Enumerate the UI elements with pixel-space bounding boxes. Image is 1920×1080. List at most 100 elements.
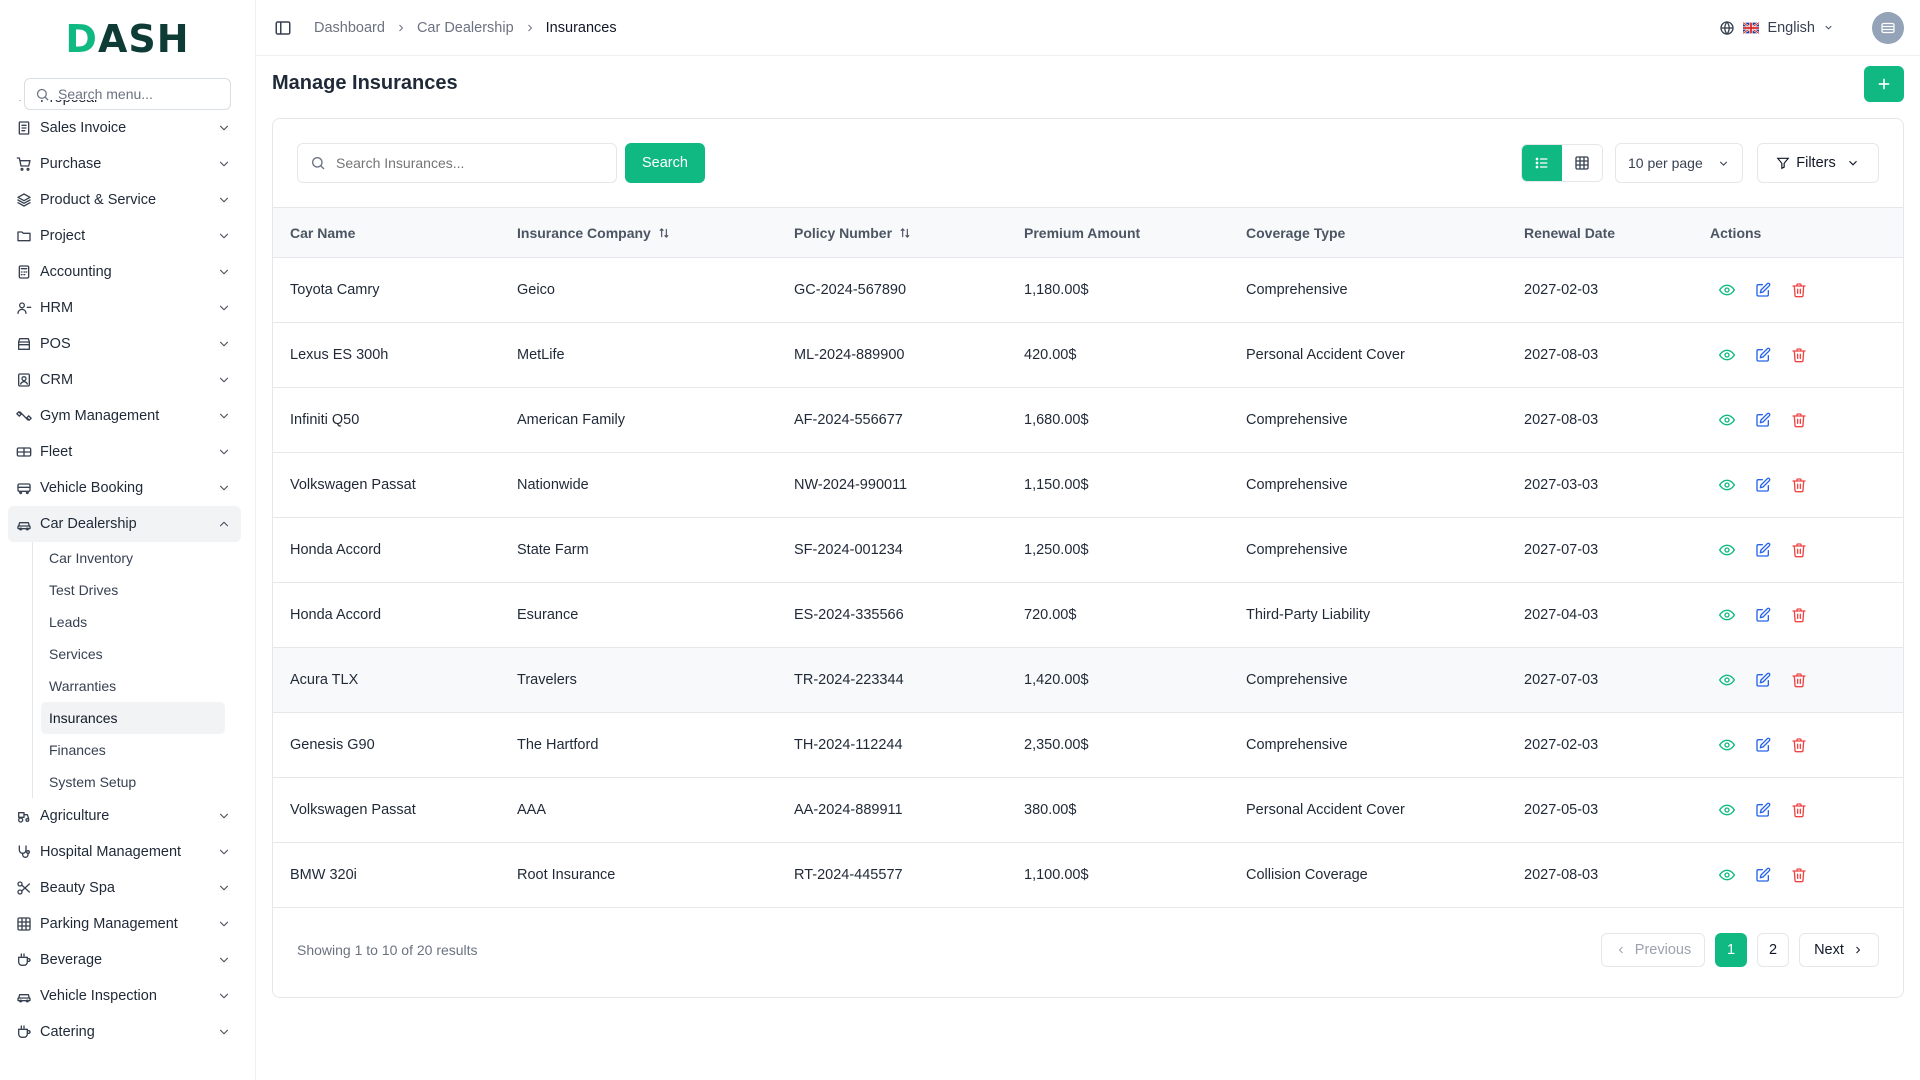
- page-2-button[interactable]: 2: [1757, 933, 1789, 967]
- sidebar-item-fleet[interactable]: Fleet: [8, 434, 241, 470]
- plus-icon: [1878, 78, 1890, 90]
- sidebar-item-accounting[interactable]: Accounting: [8, 254, 241, 290]
- edit-button[interactable]: [1754, 411, 1772, 429]
- language-selector[interactable]: English: [1719, 20, 1834, 36]
- delete-button[interactable]: [1790, 541, 1808, 559]
- edit-button[interactable]: [1754, 541, 1772, 559]
- submenu-item-services[interactable]: Services: [49, 646, 103, 662]
- sidebar-item-hospital-management[interactable]: Hospital Management: [8, 834, 241, 870]
- delete-button[interactable]: [1790, 736, 1808, 754]
- add-insurance-button[interactable]: [1864, 66, 1904, 102]
- previous-page-button[interactable]: Previous: [1601, 933, 1705, 967]
- edit-icon: [1756, 412, 1771, 427]
- submenu-item-car-inventory[interactable]: Car Inventory: [49, 550, 134, 566]
- results-summary: Showing 1 to 10 of 20 results: [297, 942, 478, 958]
- delete-button[interactable]: [1790, 281, 1808, 299]
- sidebar-item-label: Product & Service: [40, 192, 157, 208]
- submenu-item-leads[interactable]: Leads: [49, 614, 88, 630]
- cell-insurance-company: Esurance: [517, 607, 579, 623]
- sidebar-item-gym-management[interactable]: Gym Management: [8, 398, 241, 434]
- view-button[interactable]: [1718, 736, 1736, 754]
- column-header-insurance-company[interactable]: Insurance Company: [500, 208, 777, 258]
- search-button[interactable]: Search: [625, 143, 705, 183]
- delete-button[interactable]: [1790, 476, 1808, 494]
- calculator-icon: [18, 265, 30, 279]
- chevron-right-icon: [527, 24, 532, 31]
- submenu-item-test-drives[interactable]: Test Drives: [49, 582, 119, 598]
- table-row: Genesis G90 The Hartford TH-2024-112244 …: [273, 713, 1903, 778]
- submenu-item-system-setup[interactable]: System Setup: [49, 774, 137, 790]
- view-button[interactable]: [1718, 606, 1736, 624]
- avatar[interactable]: [1872, 11, 1904, 44]
- edit-button[interactable]: [1754, 866, 1772, 884]
- sort-icon[interactable]: [898, 226, 912, 240]
- sidebar-item-purchase[interactable]: Purchase: [8, 146, 241, 182]
- view-button[interactable]: [1718, 801, 1736, 819]
- view-button[interactable]: [1718, 541, 1736, 559]
- cell-renewal-date: 2027-03-03: [1524, 477, 1599, 493]
- sidebar: DASH Search menu... Proposal Sales Invoic…: [0, 0, 256, 1080]
- delete-button[interactable]: [1790, 801, 1808, 819]
- edit-button[interactable]: [1754, 281, 1772, 299]
- insurance-search-input[interactable]: [336, 155, 596, 171]
- edit-button[interactable]: [1754, 801, 1772, 819]
- sidebar-item-vehicle-booking[interactable]: Vehicle Booking: [8, 470, 241, 506]
- breadcrumb-car-dealership[interactable]: Car Dealership: [416, 19, 514, 36]
- view-button[interactable]: [1718, 281, 1736, 299]
- view-button[interactable]: [1718, 346, 1736, 364]
- sidebar-item-beverage[interactable]: Beverage: [8, 942, 241, 978]
- sidebar-item-product-and-service[interactable]: Product & Service: [8, 182, 241, 218]
- page-1-button[interactable]: 1: [1715, 933, 1747, 967]
- edit-button[interactable]: [1754, 476, 1772, 494]
- view-button[interactable]: [1718, 476, 1736, 494]
- column-header-policy-number[interactable]: Policy Number: [777, 208, 1007, 258]
- sidebar-item-vehicle-inspection[interactable]: Vehicle Inspection: [8, 978, 241, 1014]
- sidebar-item-crm[interactable]: CRM: [8, 362, 241, 398]
- sidebar-item-catering[interactable]: Catering: [8, 1014, 241, 1050]
- cell-actions: [1693, 583, 1903, 648]
- list-view-button[interactable]: [1522, 145, 1562, 181]
- breadcrumb-dashboard[interactable]: Dashboard: [314, 19, 385, 36]
- sidebar-toggle-icon[interactable]: [274, 19, 292, 37]
- edit-button[interactable]: [1754, 736, 1772, 754]
- next-page-button[interactable]: Next: [1799, 933, 1879, 967]
- view-button[interactable]: [1718, 411, 1736, 429]
- delete-button[interactable]: [1790, 411, 1808, 429]
- menu-search-input[interactable]: Search menu...: [24, 78, 231, 110]
- sidebar-item-hrm[interactable]: HRM: [8, 290, 241, 326]
- row-actions: [1710, 281, 1903, 299]
- submenu-item-warranties[interactable]: Warranties: [49, 678, 117, 694]
- edit-button[interactable]: [1754, 671, 1772, 689]
- delete-button[interactable]: [1790, 671, 1808, 689]
- view-button[interactable]: [1718, 866, 1736, 884]
- submenu-item-finances[interactable]: Finances: [49, 742, 106, 758]
- sidebar-item-project[interactable]: Project: [8, 218, 241, 254]
- edit-icon: [1756, 737, 1771, 752]
- row-actions: [1710, 736, 1903, 754]
- filters-button[interactable]: Filters: [1757, 143, 1879, 183]
- cell-insurance-company: Nationwide: [517, 477, 589, 493]
- filter-icon: [1776, 157, 1790, 170]
- delete-button[interactable]: [1790, 866, 1808, 884]
- breadcrumb-current: Insurances: [545, 19, 617, 36]
- main-content: Manage Insurances Search 10 per page: [272, 56, 1904, 998]
- view-button[interactable]: [1718, 671, 1736, 689]
- sort-icon[interactable]: [657, 226, 671, 240]
- edit-button[interactable]: [1754, 606, 1772, 624]
- delete-button[interactable]: [1790, 346, 1808, 364]
- sidebar-item-proposal[interactable]: Proposal: [8, 100, 241, 106]
- sidebar-item-car-dealership[interactable]: Car Dealership: [8, 506, 241, 542]
- sidebar-item-beauty-spa[interactable]: Beauty Spa: [8, 870, 241, 906]
- submenu-item-insurances[interactable]: Insurances: [41, 702, 225, 734]
- pagination: Previous 1 2 Next: [1601, 933, 1879, 967]
- sidebar-item-pos[interactable]: POS: [8, 326, 241, 362]
- sidebar-item-agriculture[interactable]: Agriculture: [8, 798, 241, 834]
- per-page-select[interactable]: 10 per page: [1615, 143, 1743, 183]
- delete-button[interactable]: [1790, 606, 1808, 624]
- sidebar-item-sales-invoice[interactable]: Sales Invoice: [8, 110, 241, 146]
- edit-button[interactable]: [1754, 346, 1772, 364]
- grid-view-button[interactable]: [1562, 145, 1602, 181]
- sidebar-item-parking-management[interactable]: Parking Management: [8, 906, 241, 942]
- view-toggle: [1521, 144, 1603, 182]
- cell-renewal-date: 2027-08-03: [1524, 347, 1599, 363]
